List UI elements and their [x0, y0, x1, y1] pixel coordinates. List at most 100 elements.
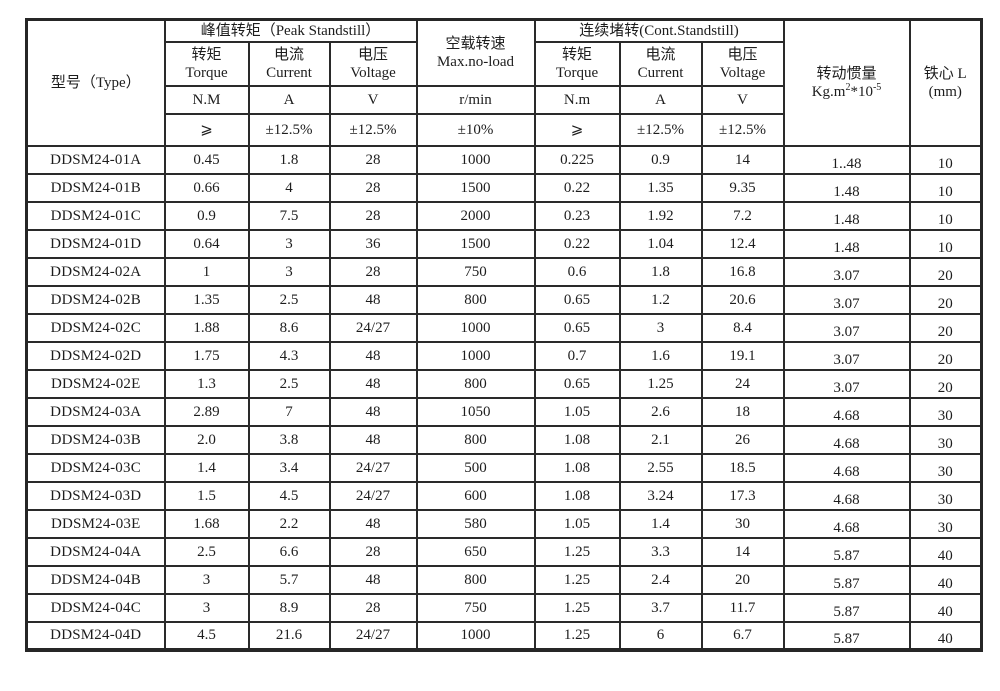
value-cell: 20	[908, 368, 983, 399]
header-noload-en: Max.no-load	[436, 53, 515, 70]
cell-value: 1.05	[563, 403, 591, 420]
tolerance-cont-voltage: ±12.5%	[700, 112, 785, 147]
header-core-length: 铁心 L (mm)	[908, 18, 983, 147]
value-cell: 0.225	[533, 144, 621, 175]
cell-value: 1.08	[563, 431, 591, 448]
table-row: DDSM24-03E 1.68 2.2 48 580 1.05 1.4 30 4.68 30	[25, 508, 983, 539]
value-cell: 0.65	[533, 368, 621, 399]
subheader-en: Voltage	[719, 64, 766, 81]
cell-value: 48	[365, 403, 381, 420]
header-peak-current: 电流 Current	[247, 40, 331, 87]
cell-value: 0.9	[651, 151, 670, 168]
unit-speed: r/min	[415, 84, 536, 115]
value-cell: 1.25	[533, 620, 621, 651]
tolerance-peak-voltage: ±12.5%	[328, 112, 418, 147]
value-cell: 40	[908, 620, 983, 651]
model-type-cell: DDSM24-04A	[25, 536, 166, 567]
value-cell: 4.5	[163, 620, 250, 651]
value-cell: 28	[328, 592, 418, 623]
value-cell: 12.4	[700, 228, 785, 259]
value-cell: 3	[618, 312, 703, 343]
value-cell: 2.4	[618, 564, 703, 595]
cell-value: 1.48	[833, 239, 860, 256]
value-cell: 1.4	[163, 452, 250, 483]
header-type: 型号（Type）	[25, 18, 166, 147]
cell-value: 28	[365, 263, 381, 280]
value-cell: 0.6	[533, 256, 621, 287]
cell-value: 4.5	[197, 627, 216, 643]
model-type-cell: DDSM24-02B	[25, 284, 166, 315]
value-cell: 30	[908, 480, 983, 511]
header-inertia-unit: Kg.m2*10-5	[811, 81, 882, 100]
value-cell: 40	[908, 564, 983, 595]
value-cell: 3.8	[247, 424, 331, 455]
cell-value: 800	[464, 431, 487, 448]
value-cell: 1.4	[618, 508, 703, 539]
cell-value: 4.68	[833, 463, 860, 480]
value-cell: 5.87	[782, 620, 911, 651]
cell-value: 20	[937, 267, 953, 284]
value-cell: 1.75	[163, 340, 250, 371]
tolerance-peak-torque: ⩾	[163, 112, 250, 147]
value-cell: 11.7	[700, 592, 785, 623]
value-cell: 48	[328, 340, 418, 371]
value-cell: 1000	[415, 312, 536, 343]
table-row: DDSM24-04A 2.5 6.6 28 650 1.25 3.3 14 5.87 40	[25, 536, 983, 567]
table-row: DDSM24-02B 1.35 2.5 48 800 0.65 1.2 20.6 3.07 20	[25, 284, 983, 315]
cell-value: 24/27	[355, 459, 391, 476]
cell-value: 0.64	[193, 235, 220, 252]
cell-value: 1.25	[563, 543, 591, 560]
value-cell: 800	[415, 564, 536, 595]
value-cell: 19.1	[700, 340, 785, 371]
value-cell: 26	[700, 424, 785, 455]
value-cell: 20	[908, 256, 983, 287]
cell-value: 3	[656, 319, 665, 336]
subheader-cn: 电流	[645, 46, 676, 63]
tolerance-cont-torque: ⩾	[533, 112, 621, 147]
cell-value: 14	[735, 151, 750, 168]
value-cell: 28	[328, 200, 418, 231]
cell-value: 10	[937, 239, 953, 256]
model-type-cell: DDSM24-01D	[25, 228, 166, 259]
cell-value: 2000	[460, 207, 491, 224]
header-noload-speed: 空载转速 Max.no-load	[415, 18, 536, 87]
spec-table-body: DDSM24-01A 0.45 1.8 28 1000 0.225 0.9 14 1..48 10…	[25, 144, 983, 651]
cell-value: 30	[937, 463, 953, 480]
model-type-cell: DDSM24-04B	[25, 564, 166, 595]
value-cell: 6.7	[700, 620, 785, 651]
cell-value: 0.23	[563, 207, 591, 224]
value-cell: 4.68	[782, 452, 911, 483]
value-cell: 1.68	[163, 508, 250, 539]
value-cell: 8.4	[700, 312, 785, 343]
value-cell: 24/27	[328, 480, 418, 511]
subheader-en: Torque	[555, 64, 599, 81]
cell-value: 5.87	[833, 631, 860, 647]
value-cell: 2.2	[247, 508, 331, 539]
cell-value: 4.68	[833, 491, 860, 508]
table-row: DDSM24-01C 0.9 7.5 28 2000 0.23 1.92 7.2 1.48 10	[25, 200, 983, 231]
value-cell: 2.5	[247, 284, 331, 315]
header-peak-standstill-group: 峰值转矩（Peak Standstill）	[163, 18, 418, 43]
cell-value: 7.2	[733, 207, 752, 224]
cell-value: 1.8	[279, 151, 299, 168]
cell-value: 4.3	[279, 347, 299, 364]
cell-value: 3	[285, 263, 293, 280]
cell-value: 16.8	[729, 263, 756, 280]
cell-value: 24/27	[355, 487, 391, 504]
value-cell: 800	[415, 284, 536, 315]
value-cell: 30	[908, 424, 983, 455]
value-cell: 1	[163, 256, 250, 287]
value-cell: 3.07	[782, 312, 911, 343]
value-cell: 7.5	[247, 200, 331, 231]
cell-value: 0.65	[563, 319, 591, 336]
value-cell: 0.65	[533, 312, 621, 343]
cell-value: 800	[464, 571, 487, 588]
value-cell: 2.5	[247, 368, 331, 399]
value-cell: 1.8	[247, 144, 331, 175]
model-type-cell: DDSM24-03D	[25, 480, 166, 511]
value-cell: 3.07	[782, 368, 911, 399]
value-cell: 0.66	[163, 172, 250, 203]
cell-value: 3.24	[647, 487, 674, 504]
table-row: DDSM24-04D 4.5 21.6 24/27 1000 1.25 6 6.7 5.87 40	[25, 620, 983, 651]
cell-value: 2.5	[279, 291, 299, 308]
